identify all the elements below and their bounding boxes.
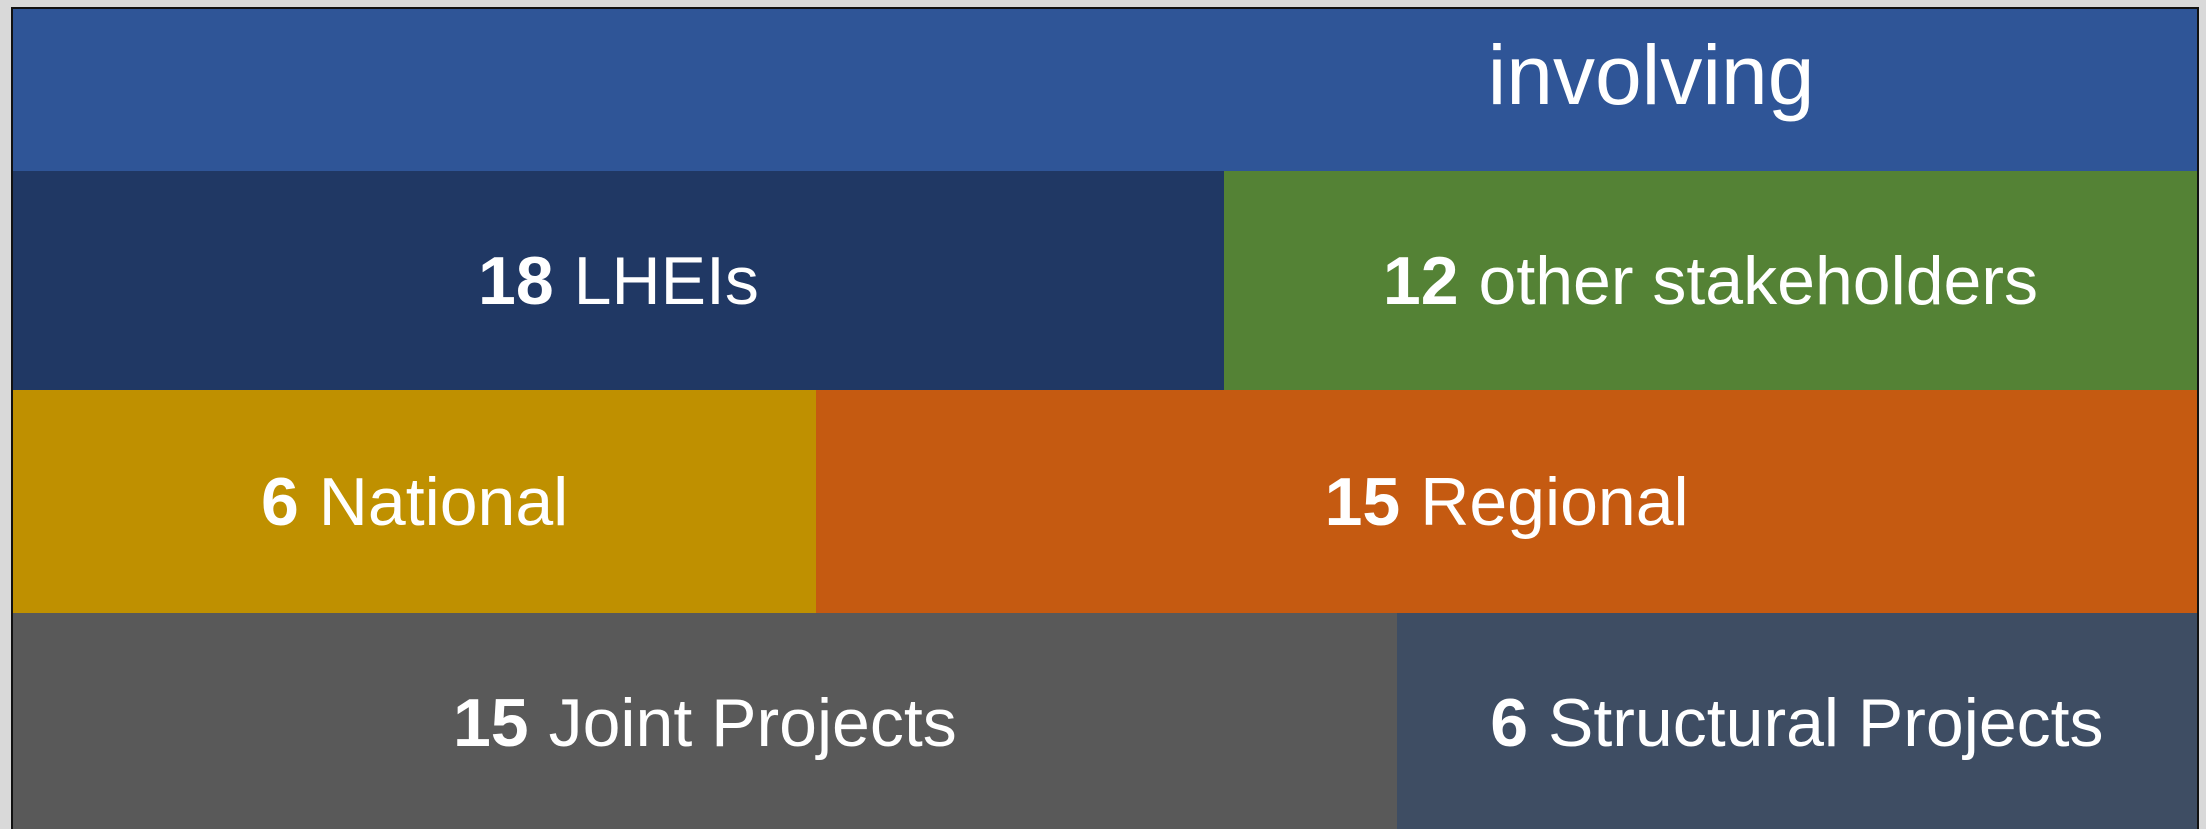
block-label: other stakeholders [1478,242,2038,319]
block-label: LHEIs [573,242,759,319]
block-number: 6 [260,463,299,540]
block-number: 6 [1490,685,1529,761]
block-label: Joint Projects [548,685,957,761]
block: 6 Structural Projects [1396,613,2197,829]
block: 12 other stakeholders [1223,171,2197,390]
block-label: National [318,463,569,540]
block: 6 National [13,390,817,613]
block: 15 Joint Projects [13,613,1397,829]
block: 15 Regional [816,390,2197,613]
row: 15 Joint Projects 6 Structural Projects [13,613,2197,829]
block: 18 LHEIs [13,171,1224,390]
header-band: involving [13,9,2197,171]
block-number: 18 [478,242,554,319]
header-title: involving [1487,28,1815,122]
block-label: Structural Projects [1548,685,2104,761]
block-number: 15 [1324,463,1401,540]
row: 18 LHEIs 12 other stakeholders [13,171,2197,390]
block-number: 15 [452,685,529,761]
block-number: 12 [1382,242,1459,319]
block-label: Regional [1420,463,1689,540]
row: 6 National 15 Regional [13,390,2197,613]
